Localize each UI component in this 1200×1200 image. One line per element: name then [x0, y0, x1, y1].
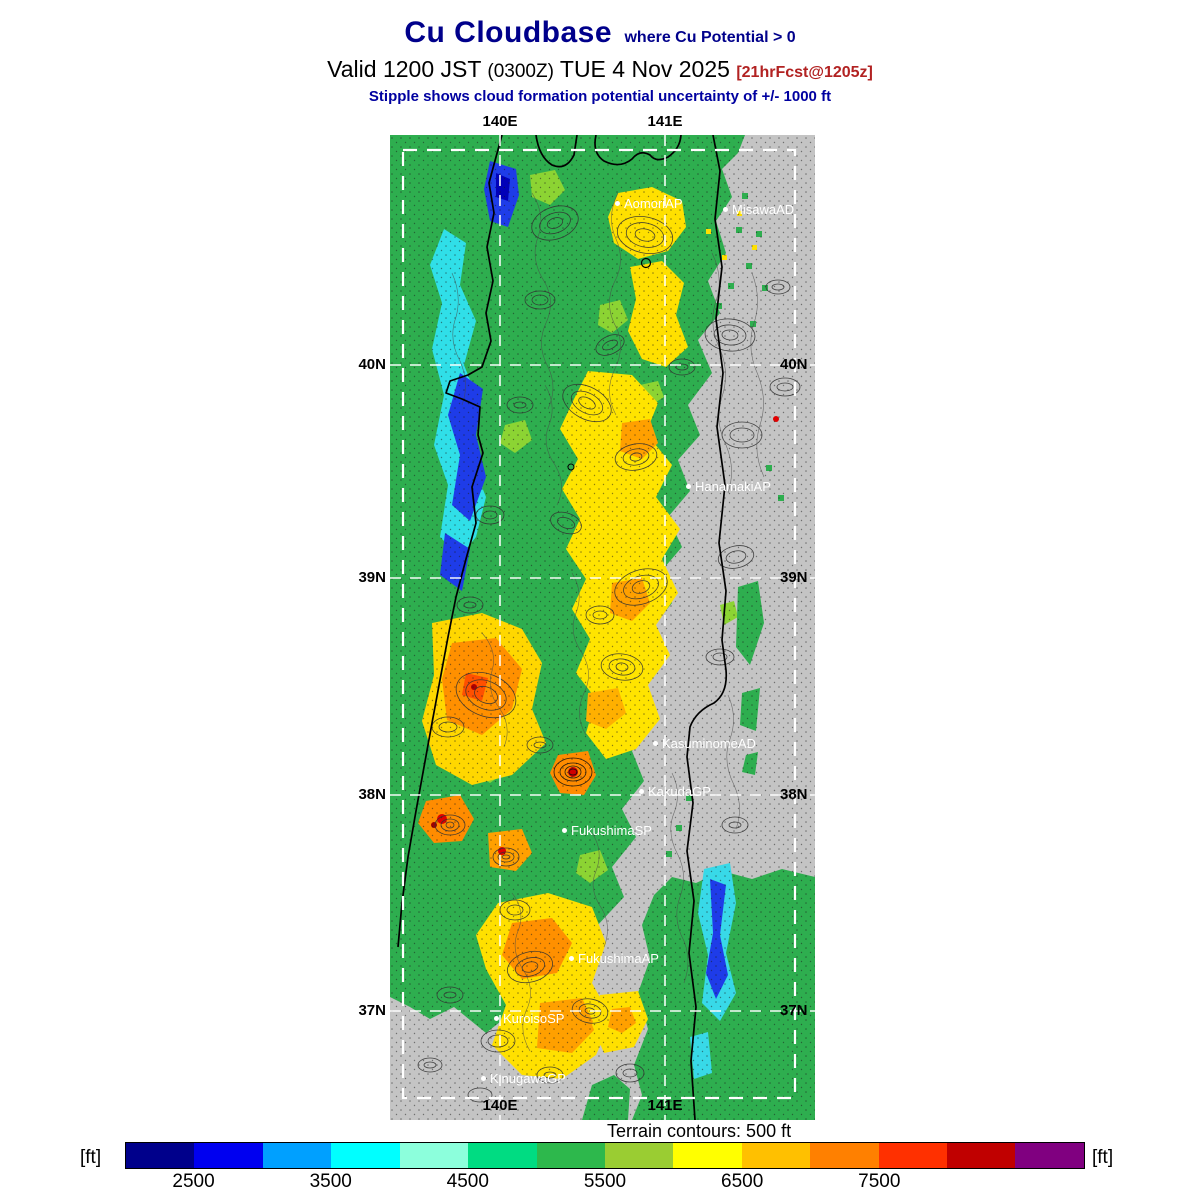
lon-label-141e-bottom: 141E — [647, 1097, 683, 1114]
colorbar-segment — [536, 1143, 605, 1168]
station-dot — [639, 789, 644, 794]
station-dot — [569, 956, 574, 961]
lat-label-39n-left: 39N — [358, 569, 386, 586]
station-dot — [494, 1016, 499, 1021]
station-dot — [686, 484, 691, 489]
station-fukushima-ap: FukushimaAP — [569, 951, 659, 966]
station-dot — [562, 828, 567, 833]
colorbar-tick-label: 6500 — [721, 1171, 764, 1192]
lat-label-38n-left: 38N — [358, 786, 386, 803]
terrain-contours — [417, 192, 801, 1103]
station-label: AomoriAP — [624, 196, 683, 211]
lat-label-40n-right: 40N — [780, 356, 808, 373]
valid-zulu: (0300Z) — [487, 61, 554, 82]
colorbar-segment — [126, 1143, 195, 1168]
station-fukushima-sp: FukushimaSP — [562, 823, 652, 838]
lat-label-39n-right: 39N — [780, 569, 808, 586]
valid-line: Valid 1200 JST (0300Z) TUE 4 Nov 2025 [2… — [0, 55, 1200, 87]
lon-label-140e-top: 140E — [482, 113, 518, 130]
station-dot — [615, 201, 620, 206]
station-label: KasuminomeAD — [662, 736, 756, 751]
station-kasuminome-ad: KasuminomeAD — [653, 736, 756, 751]
station-label: FukushimaSP — [571, 823, 652, 838]
stipple-note: Stipple shows cloud formation potential … — [368, 88, 832, 105]
colorbar-segment — [810, 1143, 879, 1168]
station-label: HanamakiAP — [695, 479, 771, 494]
station-kuroiso-sp: KuroisoSP — [494, 1011, 564, 1026]
colorbar-tick-label: 5500 — [583, 1171, 627, 1192]
colorbar-segment — [878, 1143, 948, 1168]
station-label: KakudaGP — [648, 784, 711, 799]
station-hanamaki-ap: HanamakiAP — [686, 479, 771, 494]
colorbar — [125, 1142, 1085, 1169]
colorbar-segment — [1015, 1143, 1084, 1168]
station-kakuda-gp: KakudaGP — [639, 784, 711, 799]
lat-label-40n-left: 40N — [358, 356, 386, 373]
colorbar-segment — [331, 1143, 400, 1168]
colorbar-segment — [673, 1143, 742, 1168]
colorbar-unit-right: [ft] — [1092, 1147, 1114, 1168]
colorbar-tick-label: 2500 — [172, 1171, 215, 1192]
lon-label-140e-bottom: 140E — [482, 1097, 518, 1114]
header: Cu Cloudbase where Cu Potential > 0 Vali… — [0, 16, 1200, 107]
station-dot — [481, 1076, 486, 1081]
lat-label-37n-right: 37N — [780, 1002, 808, 1019]
stipple-overlay — [390, 135, 815, 1120]
colorbar-segment — [468, 1143, 537, 1168]
station-dot — [653, 741, 658, 746]
forecast-tag: [21hrFcst@1205z] — [736, 64, 873, 81]
colorbar-ticks: 2500 3500 4500 5500 6500 7500 — [125, 1171, 1085, 1193]
map-border — [401, 148, 797, 1100]
colorbar-tick-label: 3500 — [309, 1171, 352, 1192]
lat-label-37n-left: 37N — [358, 1002, 386, 1019]
colorbar-tick-label: 4500 — [446, 1171, 489, 1192]
colorbar-segment — [262, 1143, 332, 1168]
station-kinugawa-gp: KinugawaGP — [481, 1071, 566, 1086]
coastline — [397, 135, 728, 1120]
colorbar-tick-label: 7500 — [858, 1171, 901, 1192]
title-line: Cu Cloudbase where Cu Potential > 0 — [0, 16, 1200, 55]
station-label: FukushimaAP — [578, 951, 659, 966]
valid-prefix: Valid 1200 JST — [327, 56, 481, 82]
lon-label-141e-top: 141E — [647, 113, 683, 130]
station-misawa-ad: MisawaAD — [723, 202, 794, 217]
lat-label-38n-right: 38N — [780, 786, 808, 803]
colorbar-segment — [399, 1143, 469, 1168]
valid-date: TUE 4 Nov 2025 — [559, 56, 730, 82]
title-qualifier: where Cu Potential > 0 — [624, 29, 796, 46]
colorbar-segment — [947, 1143, 1016, 1168]
station-label: KinugawaGP — [490, 1071, 566, 1086]
colorbar-segment — [741, 1143, 811, 1168]
station-dot — [723, 207, 728, 212]
graticule — [390, 135, 815, 1120]
colorbar-segment — [194, 1143, 263, 1168]
station-aomori-ap: AomoriAP — [615, 196, 683, 211]
station-label: MisawaAD — [732, 202, 795, 217]
station-label: KuroisoSP — [503, 1011, 565, 1026]
map-canvas — [390, 135, 815, 1120]
terrain-contour-note: Terrain contours: 500 ft — [607, 1121, 792, 1141]
colorbar-segment — [604, 1143, 674, 1168]
colorbar-unit-left: [ft] — [80, 1147, 102, 1168]
page-title: Cu Cloudbase — [404, 16, 613, 49]
